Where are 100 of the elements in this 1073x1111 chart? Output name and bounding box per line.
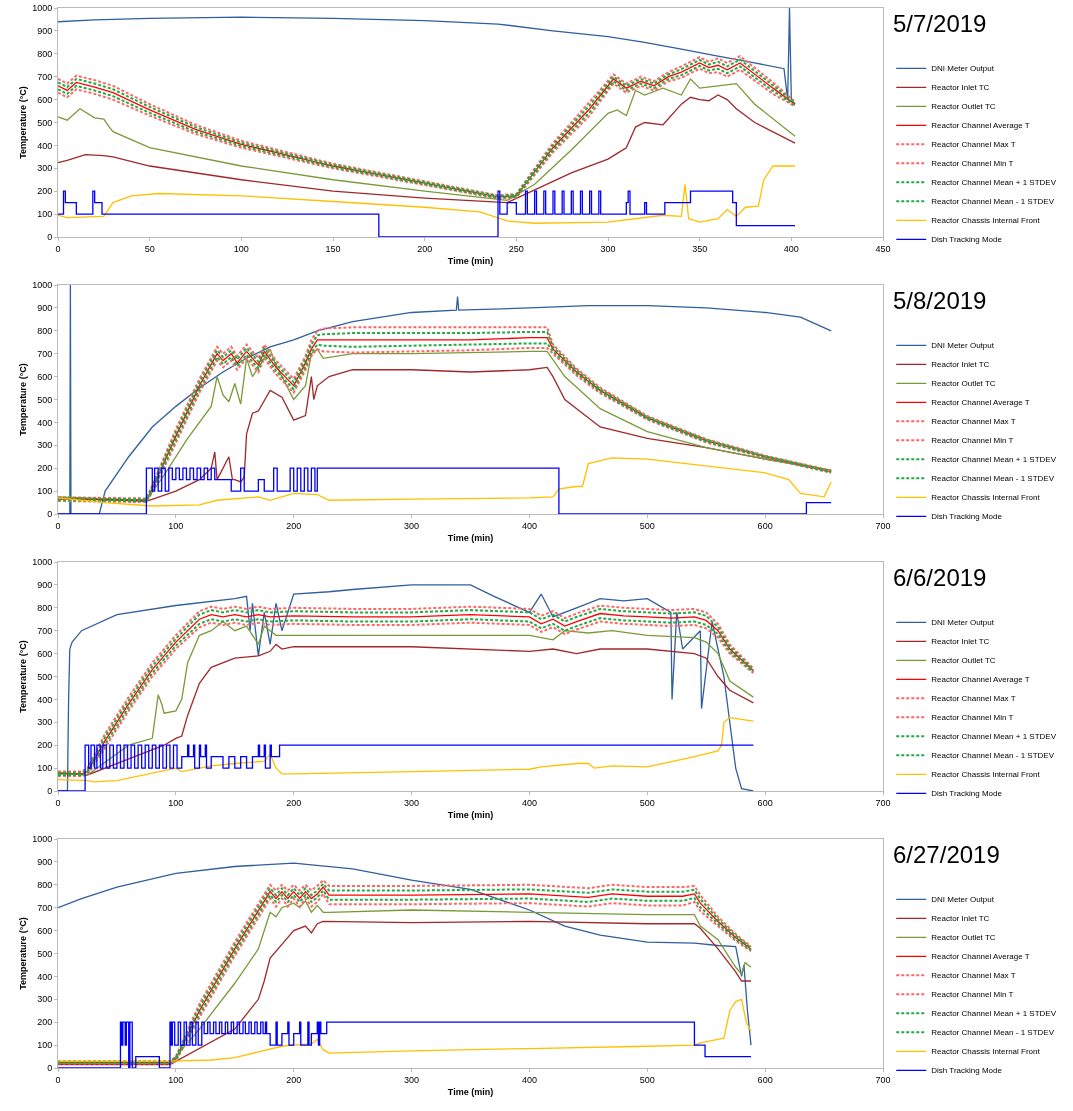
x-axis-title: Time (min) <box>447 255 494 266</box>
legend-label: Reactor Chassis Internal Front <box>931 770 1041 780</box>
x-tick-label: 0 <box>55 243 61 254</box>
legend-label: Reactor Channel Average T <box>931 121 1030 131</box>
y-tick-label: 1000 <box>32 3 53 14</box>
y-tick-label: 300 <box>37 440 53 451</box>
y-tick-label: 100 <box>37 1040 53 1051</box>
y-tick-label: 600 <box>37 648 53 659</box>
y-tick-label: 0 <box>47 509 53 520</box>
legend-label: DNI Meter Output <box>931 341 995 351</box>
legend-label: Dish Tracking Mode <box>931 1066 1003 1076</box>
legend-label: Reactor Outlet TC <box>931 102 996 112</box>
legend-label: DNI Meter Output <box>931 895 995 905</box>
legend-label: Reactor Channel Mean + 1 STDEV <box>931 732 1057 742</box>
x-tick-label: 600 <box>757 1074 773 1085</box>
x-tick-label: 400 <box>521 1074 537 1085</box>
y-tick-label: 1000 <box>32 280 53 291</box>
x-tick-label: 0 <box>55 797 61 808</box>
x-tick-label: 200 <box>286 1074 302 1085</box>
legend-label: Reactor Channel Mean - 1 STDEV <box>931 1028 1055 1038</box>
x-tick-label: 400 <box>521 797 537 808</box>
legend-label: Reactor Channel Average T <box>931 952 1030 962</box>
legend-label: Reactor Inlet TC <box>931 637 990 647</box>
x-tick-label: 200 <box>286 797 302 808</box>
legend-label: Dish Tracking Mode <box>931 512 1003 522</box>
y-tick-label: 400 <box>37 140 53 151</box>
y-tick-label: 900 <box>37 303 53 314</box>
y-tick-label: 400 <box>37 417 53 428</box>
y-tick-label: 400 <box>37 971 53 982</box>
legend-label: Reactor Channel Mean + 1 STDEV <box>931 178 1057 188</box>
x-tick-label: 700 <box>875 1074 891 1085</box>
y-tick-label: 900 <box>37 580 53 591</box>
y-tick-label: 500 <box>37 671 53 682</box>
x-tick-label: 400 <box>521 520 537 531</box>
y-tick-label: 300 <box>37 717 53 728</box>
y-axis-title: Temperature (°C) <box>17 917 28 990</box>
y-tick-label: 800 <box>37 48 53 59</box>
y-tick-label: 300 <box>37 994 53 1005</box>
legend-label: Reactor Outlet TC <box>931 933 996 943</box>
legend-label: Reactor Channel Mean - 1 STDEV <box>931 197 1055 207</box>
legend-label: Reactor Channel Max T <box>931 694 1016 704</box>
y-tick-label: 200 <box>37 463 53 474</box>
x-tick-label: 200 <box>286 520 302 531</box>
x-tick-label: 700 <box>875 520 891 531</box>
x-tick-label: 0 <box>55 520 61 531</box>
legend-label: DNI Meter Output <box>931 64 995 74</box>
y-tick-label: 700 <box>37 902 53 913</box>
y-tick-label: 100 <box>37 486 53 497</box>
x-tick-label: 350 <box>692 243 708 254</box>
y-tick-label: 800 <box>37 879 53 890</box>
x-tick-label: 300 <box>404 1074 420 1085</box>
y-tick-label: 500 <box>37 948 53 959</box>
x-axis-title: Time (min) <box>447 1086 494 1097</box>
legend-label: Reactor Chassis Internal Front <box>931 493 1041 503</box>
y-tick-label: 200 <box>37 740 53 751</box>
x-tick-label: 50 <box>144 243 155 254</box>
x-tick-label: 100 <box>168 797 184 808</box>
y-tick-label: 700 <box>37 625 53 636</box>
legend-label: Reactor Channel Average T <box>931 675 1030 685</box>
y-tick-label: 100 <box>37 763 53 774</box>
x-tick-label: 150 <box>325 243 341 254</box>
y-tick-label: 0 <box>47 232 53 243</box>
x-tick-label: 200 <box>417 243 433 254</box>
legend-label: Reactor Inlet TC <box>931 914 990 924</box>
x-tick-label: 300 <box>404 797 420 808</box>
text: 6/27/2019 <box>893 841 1000 868</box>
y-tick-label: 300 <box>37 163 53 174</box>
x-axis-title: Time (min) <box>447 809 494 820</box>
x-tick-label: 300 <box>600 243 616 254</box>
y-tick-label: 400 <box>37 694 53 705</box>
x-tick-label: 500 <box>639 797 655 808</box>
y-tick-label: 600 <box>37 925 53 936</box>
x-tick-label: 100 <box>233 243 249 254</box>
legend-label: Reactor Channel Mean + 1 STDEV <box>931 1009 1057 1019</box>
x-tick-label: 500 <box>639 520 655 531</box>
y-axis-title: Temperature (°C) <box>17 86 28 159</box>
legend-label: Reactor Chassis Internal Front <box>931 1047 1041 1057</box>
legend-label: Reactor Inlet TC <box>931 83 990 93</box>
y-tick-label: 0 <box>47 786 53 797</box>
legend-label: Reactor Channel Min T <box>931 159 1014 169</box>
y-axis-title: Temperature (°C) <box>17 363 28 436</box>
legend-label: DNI Meter Output <box>931 618 995 628</box>
x-axis-title: Time (min) <box>447 532 494 543</box>
legend-label: Reactor Channel Min T <box>931 990 1014 1000</box>
legend-label: Reactor Channel Mean - 1 STDEV <box>931 751 1055 761</box>
text: 6/6/2019 <box>893 564 987 591</box>
x-tick-label: 450 <box>875 243 891 254</box>
x-tick-label: 700 <box>875 797 891 808</box>
x-tick-label: 250 <box>508 243 524 254</box>
x-tick-label: 400 <box>783 243 799 254</box>
legend-label: Reactor Channel Min T <box>931 713 1014 723</box>
text: 5/8/2019 <box>893 287 987 314</box>
y-tick-label: 1000 <box>32 834 53 845</box>
x-tick-label: 100 <box>168 520 184 531</box>
y-tick-label: 500 <box>37 117 53 128</box>
y-tick-label: 0 <box>47 1063 53 1074</box>
legend-label: Reactor Channel Max T <box>931 140 1016 150</box>
y-tick-label: 700 <box>37 71 53 82</box>
y-tick-label: 800 <box>37 602 53 613</box>
text: 5/7/2019 <box>893 10 987 37</box>
